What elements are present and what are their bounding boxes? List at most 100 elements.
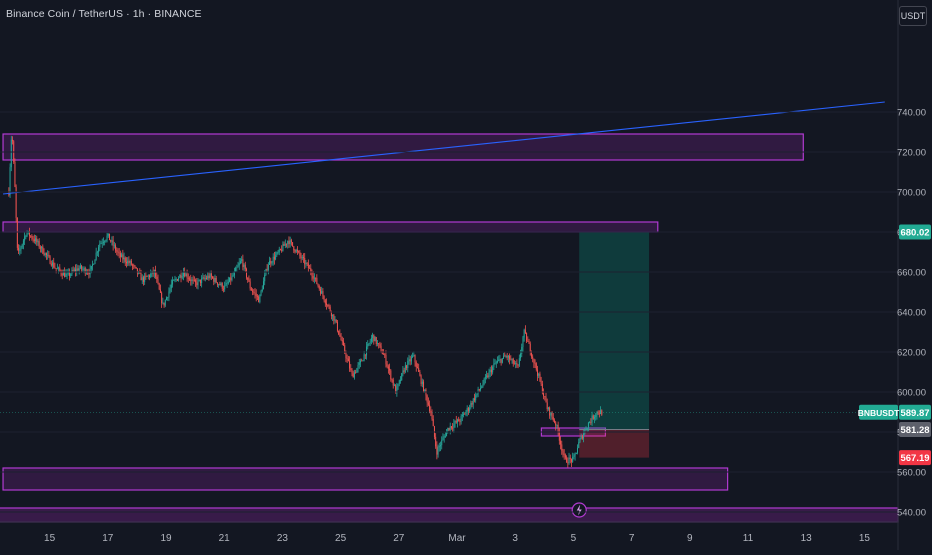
candle-body	[261, 289, 263, 291]
x-tick-label: 17	[102, 533, 114, 544]
candle-body	[108, 233, 110, 241]
candle-body	[304, 257, 306, 265]
symbol-label: BNBUSDT	[858, 408, 900, 418]
candle-body	[323, 295, 325, 301]
currency-button[interactable]: USDT	[899, 6, 927, 26]
candle-body	[290, 240, 292, 243]
candle-body	[75, 269, 77, 272]
candle-body	[146, 276, 148, 277]
candle-body	[357, 364, 359, 369]
candle-body	[515, 362, 517, 365]
y-tick-label: 700.00	[897, 188, 926, 199]
candle-body	[383, 354, 385, 355]
candle-body	[366, 346, 368, 356]
candle-body	[136, 268, 138, 274]
candle-body	[512, 358, 514, 364]
y-tick-label: 600.00	[897, 388, 926, 399]
candle-body	[560, 440, 562, 445]
candle-body	[319, 288, 321, 294]
candle-body	[577, 447, 579, 453]
candle-body	[79, 265, 81, 269]
candle-body	[311, 272, 313, 276]
price-label: 581.28	[900, 425, 929, 436]
candle-body	[162, 302, 164, 304]
candle-body	[191, 279, 193, 282]
candle-body	[138, 271, 140, 274]
candle-body	[349, 361, 351, 369]
candle-body	[219, 284, 221, 286]
x-tick-label: 11	[743, 533, 754, 544]
candle-body	[281, 249, 283, 252]
candle-body	[372, 334, 374, 339]
x-tick-label: 9	[687, 533, 693, 544]
candle-body	[167, 297, 169, 299]
candle-body	[523, 329, 525, 338]
candle-body	[279, 249, 281, 250]
candle-body	[170, 284, 172, 289]
symbol-title[interactable]: Binance Coin / TetherUS · 1h · BINANCE	[6, 8, 202, 20]
candle-body	[385, 354, 387, 365]
candle-body	[117, 251, 119, 253]
candle-body	[94, 259, 96, 265]
candle-body	[165, 297, 167, 301]
candle-body	[88, 272, 90, 275]
candle-body	[127, 260, 129, 264]
candle-body	[332, 314, 334, 317]
candle-body	[469, 407, 471, 411]
candle-body	[539, 373, 541, 381]
candle-body	[416, 367, 418, 368]
candle-body	[175, 279, 177, 281]
y-tick-label: 720.00	[897, 148, 926, 159]
x-tick-label: 13	[801, 533, 813, 544]
candle-body	[104, 241, 106, 243]
candle-body	[125, 261, 127, 264]
bottom-event-strip	[0, 507, 899, 523]
candle-body	[169, 288, 171, 292]
candle-body	[524, 329, 526, 334]
candle-body	[442, 437, 444, 441]
candle-body	[189, 278, 191, 280]
zone-rectangle[interactable]	[2, 133, 804, 161]
candle-body	[441, 440, 443, 446]
candle-body	[500, 359, 502, 363]
candle-body	[321, 291, 323, 294]
candle-body	[72, 270, 74, 272]
candle-body	[573, 455, 575, 457]
zone-rectangle[interactable]	[2, 467, 729, 491]
candle-body	[110, 240, 112, 242]
candle-body	[26, 232, 28, 237]
candle-body	[49, 256, 51, 264]
candle-body	[128, 260, 130, 263]
zone-rectangle[interactable]	[2, 221, 659, 233]
candle-body	[113, 245, 115, 247]
candle-body	[450, 426, 452, 428]
candle-body	[61, 273, 63, 276]
candle-body	[557, 424, 559, 433]
loss-zone[interactable]	[579, 429, 650, 458]
profit-zone[interactable]	[579, 231, 650, 430]
candle-body	[367, 343, 369, 347]
candle-body	[561, 444, 563, 451]
candle-body	[420, 375, 422, 384]
candle-body	[10, 139, 12, 168]
candle-body	[380, 346, 382, 353]
candle-body	[294, 250, 296, 252]
candle-body	[282, 244, 284, 252]
candle-body	[598, 413, 600, 415]
candle-body	[415, 362, 417, 368]
candle-body	[528, 341, 530, 344]
candle-body	[30, 235, 32, 237]
candle-body	[202, 277, 204, 279]
trendline[interactable]	[2, 101, 885, 195]
candle-body	[510, 359, 512, 361]
candle-body	[184, 272, 186, 277]
candle-body	[541, 383, 543, 394]
candle-body	[333, 314, 335, 321]
candle-body	[241, 259, 243, 262]
candle-body	[293, 246, 295, 251]
candle-body	[437, 447, 439, 455]
candle-body	[199, 279, 201, 284]
candle-body	[163, 302, 165, 306]
